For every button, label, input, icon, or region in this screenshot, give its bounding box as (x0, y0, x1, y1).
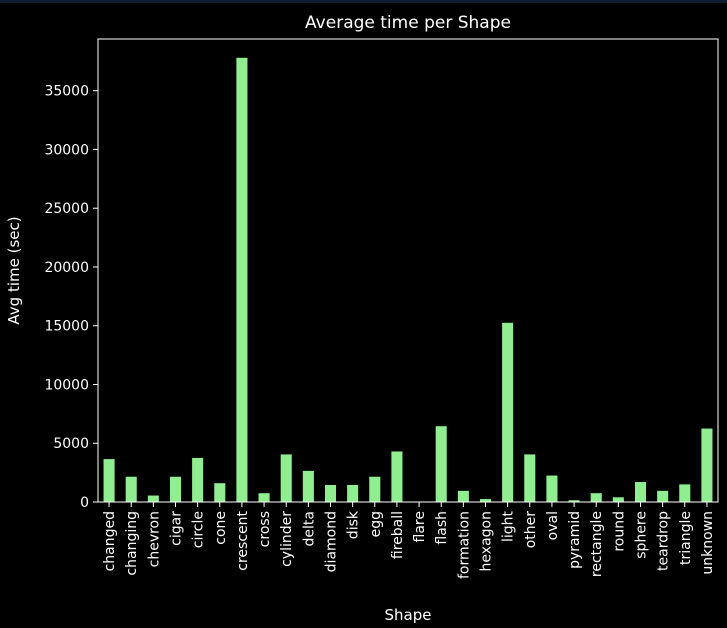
bar-crescent (236, 57, 248, 502)
bars-group (103, 57, 713, 502)
x-tick-label: changed (102, 511, 118, 571)
x-tick-label: sphere (634, 511, 650, 559)
x-axis-label: Shape (385, 606, 432, 624)
x-tick-label: triangle (678, 511, 694, 565)
y-tick-label: 30000 (44, 142, 89, 158)
x-tick-label: diamond (324, 511, 340, 572)
x-tick-label: flash (434, 511, 450, 545)
x-tick-label: round (611, 511, 627, 552)
x-tick-label: pyramid (567, 511, 583, 569)
bar-fireball (391, 451, 403, 502)
x-tick-label: teardrop (656, 511, 672, 571)
y-tick-label: 15000 (44, 319, 89, 335)
x-tick-label: cone (213, 511, 229, 545)
x-tick-label: crescent (235, 510, 251, 570)
y-axis-ticks: 0 5000 10000 15000 20000 25000 30000 35000 (44, 84, 98, 511)
x-tick-label: changing (124, 511, 140, 576)
bar-cone (214, 483, 226, 502)
bar-light (502, 322, 514, 502)
y-axis-label: Avg time (sec) (5, 216, 23, 324)
bar-unknown (701, 428, 713, 502)
x-tick-label: delta (301, 511, 317, 546)
bar-rectangle (590, 493, 602, 502)
x-tick-label: rectangle (589, 511, 605, 577)
x-tick-label: unknown (700, 511, 716, 575)
y-tick-label: 5000 (53, 436, 89, 452)
x-tick-label: light (501, 510, 517, 542)
bar-diamond (324, 484, 337, 502)
bar-oval (546, 475, 558, 502)
x-tick-label: chevron (146, 511, 162, 567)
bar-sphere (634, 482, 647, 502)
x-tick-label: cigar (169, 511, 185, 546)
y-tick-label: 10000 (44, 377, 89, 393)
bar-hexagon (479, 499, 492, 502)
bar-teardrop (657, 490, 669, 502)
y-tick-label: 25000 (44, 201, 89, 217)
y-tick-label: 35000 (44, 84, 89, 100)
x-tick-label: disk (346, 510, 362, 539)
x-tick-label: fireball (390, 511, 406, 559)
x-tick-label: oval (545, 511, 561, 540)
bar-egg (369, 476, 381, 502)
bar-delta (302, 470, 314, 502)
bar-cross (258, 493, 270, 502)
bar-triangle (679, 484, 691, 502)
x-tick-label: formation (456, 511, 472, 579)
bar-changed (103, 459, 115, 502)
chart-title: Average time per Shape (305, 13, 511, 33)
y-tick-label: 20000 (44, 260, 89, 276)
x-tick-label: egg (368, 511, 384, 537)
bar-flash (435, 426, 447, 502)
bar-formation (457, 490, 469, 502)
bar-round (612, 497, 624, 502)
bar-cigar (169, 476, 182, 502)
bar-disk (347, 484, 359, 502)
x-tick-label: cross (257, 511, 273, 547)
bar-chevron (147, 495, 159, 502)
x-tick-label: cylinder (279, 511, 295, 567)
bar-changing (125, 476, 137, 502)
x-tick-label: circle (191, 511, 207, 548)
window-top-strip (0, 0, 727, 3)
x-tick-label: flare (412, 511, 428, 542)
x-axis-ticks: changed changing chevron cigar circle cone cre… (102, 502, 716, 579)
x-tick-label: hexagon (479, 511, 495, 571)
bar-cylinder (280, 454, 292, 502)
bar-pyramid (568, 500, 580, 502)
bar-other (524, 454, 536, 502)
bar-circle (192, 457, 204, 502)
x-tick-label: other (523, 511, 539, 549)
y-tick-label: 0 (80, 495, 89, 511)
axes-frame (97, 38, 719, 503)
